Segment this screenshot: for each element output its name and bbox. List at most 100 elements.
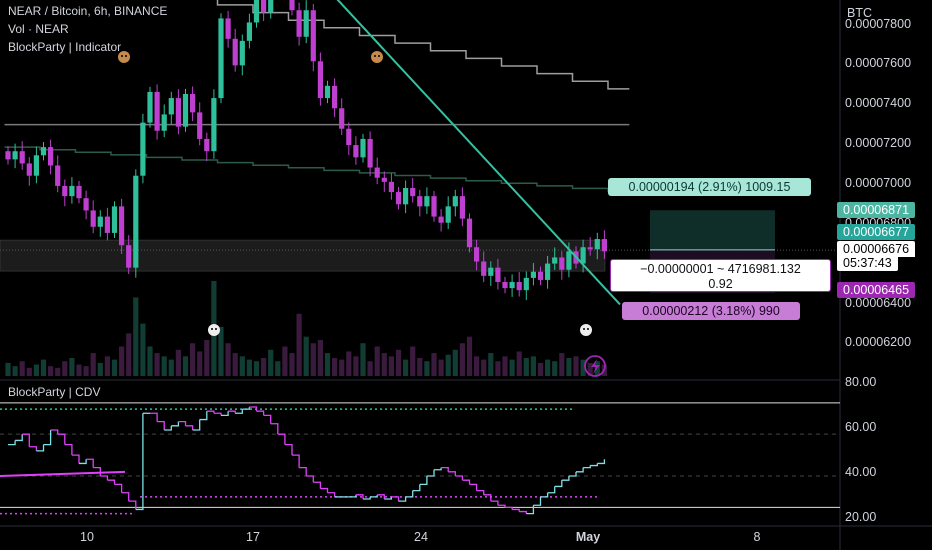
countdown-label: 05:37:43 <box>837 255 898 271</box>
cdv-legend[interactable]: BlockParty | CDV <box>8 385 101 399</box>
date-tick: 24 <box>414 530 428 544</box>
candle-body <box>417 196 423 207</box>
volume-bar <box>69 357 75 376</box>
price-tick: 0.00006200 <box>845 335 912 349</box>
stop-info-box[interactable]: 0.00000212 (3.18%) 990 <box>622 302 800 320</box>
cdv-step <box>313 481 322 489</box>
cdv-step <box>71 454 80 464</box>
cdv-step <box>469 483 478 491</box>
volume-bar <box>275 361 281 376</box>
cdv-step <box>519 510 527 514</box>
candle-body <box>296 10 302 37</box>
candle-body <box>353 145 359 158</box>
indicator-bands <box>4 0 630 192</box>
cdv-step <box>384 496 393 500</box>
candle-body <box>19 151 25 164</box>
candle-body <box>289 0 295 11</box>
cdv-tick: 20.00 <box>845 510 877 524</box>
candle-body <box>76 185 82 199</box>
cdv-step <box>299 466 307 476</box>
cdv-step <box>157 420 165 430</box>
cdv-step <box>490 500 499 506</box>
cdv-step <box>320 487 329 493</box>
cdv-step <box>426 469 435 477</box>
date-tick: 17 <box>246 530 260 544</box>
cdv-step <box>100 475 109 481</box>
volume-bar <box>360 343 366 376</box>
cdv-step <box>8 440 16 446</box>
candle-body <box>204 138 210 152</box>
target-info-box[interactable]: 0.00000194 (2.91%) 1009.15 <box>608 178 811 196</box>
cdv-step <box>277 433 286 445</box>
candle-body <box>424 196 430 207</box>
volume-bar <box>346 351 352 376</box>
trendline[interactable] <box>300 0 621 306</box>
cdv-step <box>150 412 158 422</box>
cdv-step <box>497 504 506 508</box>
candle-body <box>12 151 18 160</box>
cdv-step <box>554 480 563 488</box>
cdv-step <box>526 505 535 515</box>
volume-bar <box>395 349 402 376</box>
candle-body <box>466 218 473 248</box>
candle-body <box>310 10 316 62</box>
volume-bar <box>126 333 132 376</box>
cdv-step <box>164 425 172 431</box>
volume-bar <box>388 356 394 376</box>
volume-bar <box>19 361 25 376</box>
bull-eye <box>587 328 589 330</box>
bull-icon <box>208 324 220 336</box>
volume-legend[interactable]: Vol · NEAR <box>8 22 69 36</box>
volume-bar <box>417 357 423 376</box>
bear-icon <box>371 51 383 63</box>
volume-bar <box>246 359 252 376</box>
cdv-trend <box>0 470 126 477</box>
cdv-step <box>441 466 449 472</box>
volume-bar <box>154 353 160 376</box>
candle-body <box>261 0 267 13</box>
volume-bar <box>253 361 260 376</box>
candle-body <box>545 263 551 280</box>
cdv-tick: 40.00 <box>845 465 877 479</box>
candle-body <box>346 128 352 146</box>
candle-body <box>232 38 238 66</box>
currency-label: BTC <box>847 6 872 20</box>
date-tick-may: May <box>575 530 601 544</box>
cdv-step <box>476 489 485 495</box>
cdv-step <box>64 443 73 456</box>
indicator-band-0 <box>216 0 630 90</box>
candle-body <box>537 271 544 280</box>
volume-bar <box>403 359 409 376</box>
bull-icon <box>580 324 592 336</box>
volume-bar <box>552 361 558 376</box>
volume-bar <box>324 353 331 376</box>
cdv-step <box>213 412 222 416</box>
volume-bar <box>353 356 359 376</box>
volume-bar <box>516 351 522 376</box>
candle-body <box>268 0 274 13</box>
volume-bar <box>594 361 600 376</box>
candle-body <box>97 216 103 227</box>
candle-body <box>182 93 189 127</box>
volume-bar <box>523 357 529 376</box>
volume-bar <box>495 361 501 376</box>
candle-body <box>239 40 245 66</box>
candle-body <box>431 196 437 217</box>
position-center-box[interactable]: −0.00000001 ~ 4716981.132 0.92 <box>610 259 831 292</box>
cdv-step <box>561 476 570 481</box>
cdv-step <box>135 413 144 511</box>
volume-bar <box>488 353 494 376</box>
volume-bar <box>509 359 515 376</box>
volume-bar <box>62 361 68 376</box>
indicator-legend[interactable]: BlockParty | Indicator <box>8 40 122 54</box>
cdv-step <box>505 506 513 510</box>
cdv-step <box>86 458 94 468</box>
cdv-step <box>419 476 428 486</box>
symbol-title[interactable]: NEAR / Bitcoin, 6h, BINANCE <box>8 4 168 18</box>
candle-body <box>190 93 196 113</box>
candle-body <box>509 281 515 289</box>
candle-body <box>140 122 146 176</box>
volume-bar <box>175 349 181 376</box>
cdv-step <box>221 411 229 417</box>
